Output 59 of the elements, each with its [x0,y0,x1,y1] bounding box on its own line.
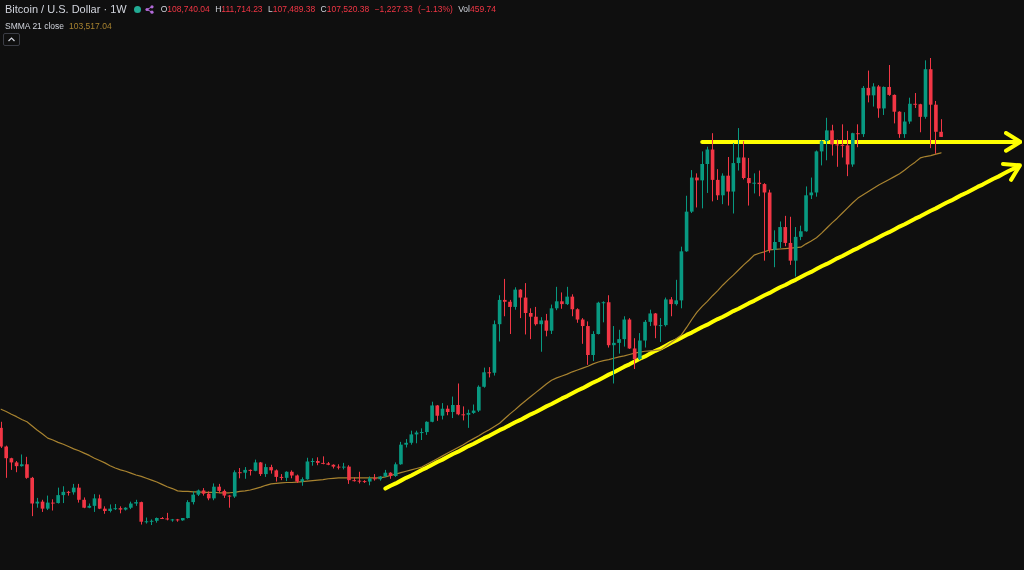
candlestick [461,405,466,421]
candlestick [741,140,746,180]
candlestick [19,453,24,468]
candlestick [25,456,29,480]
candlestick [565,286,569,306]
candlestick [773,229,777,268]
candlestick [908,97,912,125]
candlestick [612,325,616,384]
candlestick [783,215,788,247]
candlestick [752,172,756,194]
candlestick [580,317,585,345]
candlestick [77,483,81,504]
candlestick [721,172,725,205]
candlestick [554,286,559,311]
candlestick [456,383,460,416]
candlestick [830,124,834,157]
candlestick [809,177,814,200]
text: 103,517.04 [69,20,112,32]
candlestick [419,427,424,441]
candlestick [513,286,518,311]
candlestick [638,332,642,361]
candlestick [352,476,356,483]
chart-title: Bitcoin / U.S. Dollar · 1W [5,3,127,16]
candlestick [528,307,533,340]
candlestick [715,168,720,201]
candlestick [778,220,782,249]
candlestick [825,117,829,161]
candlestick [534,306,538,327]
candlestick [669,296,673,317]
text: SMMA 21 close [5,20,65,32]
candlestick [902,111,907,139]
candlestick [0,421,3,449]
candlestick [508,299,512,335]
candlestick [451,396,455,419]
candlestick [622,315,627,348]
candlestick [700,150,704,209]
text: O108,740.04 H111,714.23 L107,489.38 C107,520.38 −1,227.33 (−1.13%) Vol459.74 [160,4,496,14]
candlestick [887,64,891,97]
candlestick [482,367,486,389]
candlestick [51,498,55,512]
candlestick [876,84,881,119]
candlestick [882,85,886,116]
candlestick [617,329,621,355]
candlestick [477,384,481,413]
candlestick [4,445,9,479]
candlestick [347,464,351,485]
candlestick [238,467,242,479]
candlestick [591,330,595,362]
candlestick [747,157,751,207]
candlestick [643,319,647,349]
candlestick [674,279,679,307]
candlestick [835,139,840,168]
candlestick [736,127,741,172]
candlestick [726,156,730,207]
candlestick [502,278,507,317]
candlestick [399,441,403,466]
candlestick [856,123,860,148]
candlestick [487,366,492,378]
candlestick [539,316,543,353]
